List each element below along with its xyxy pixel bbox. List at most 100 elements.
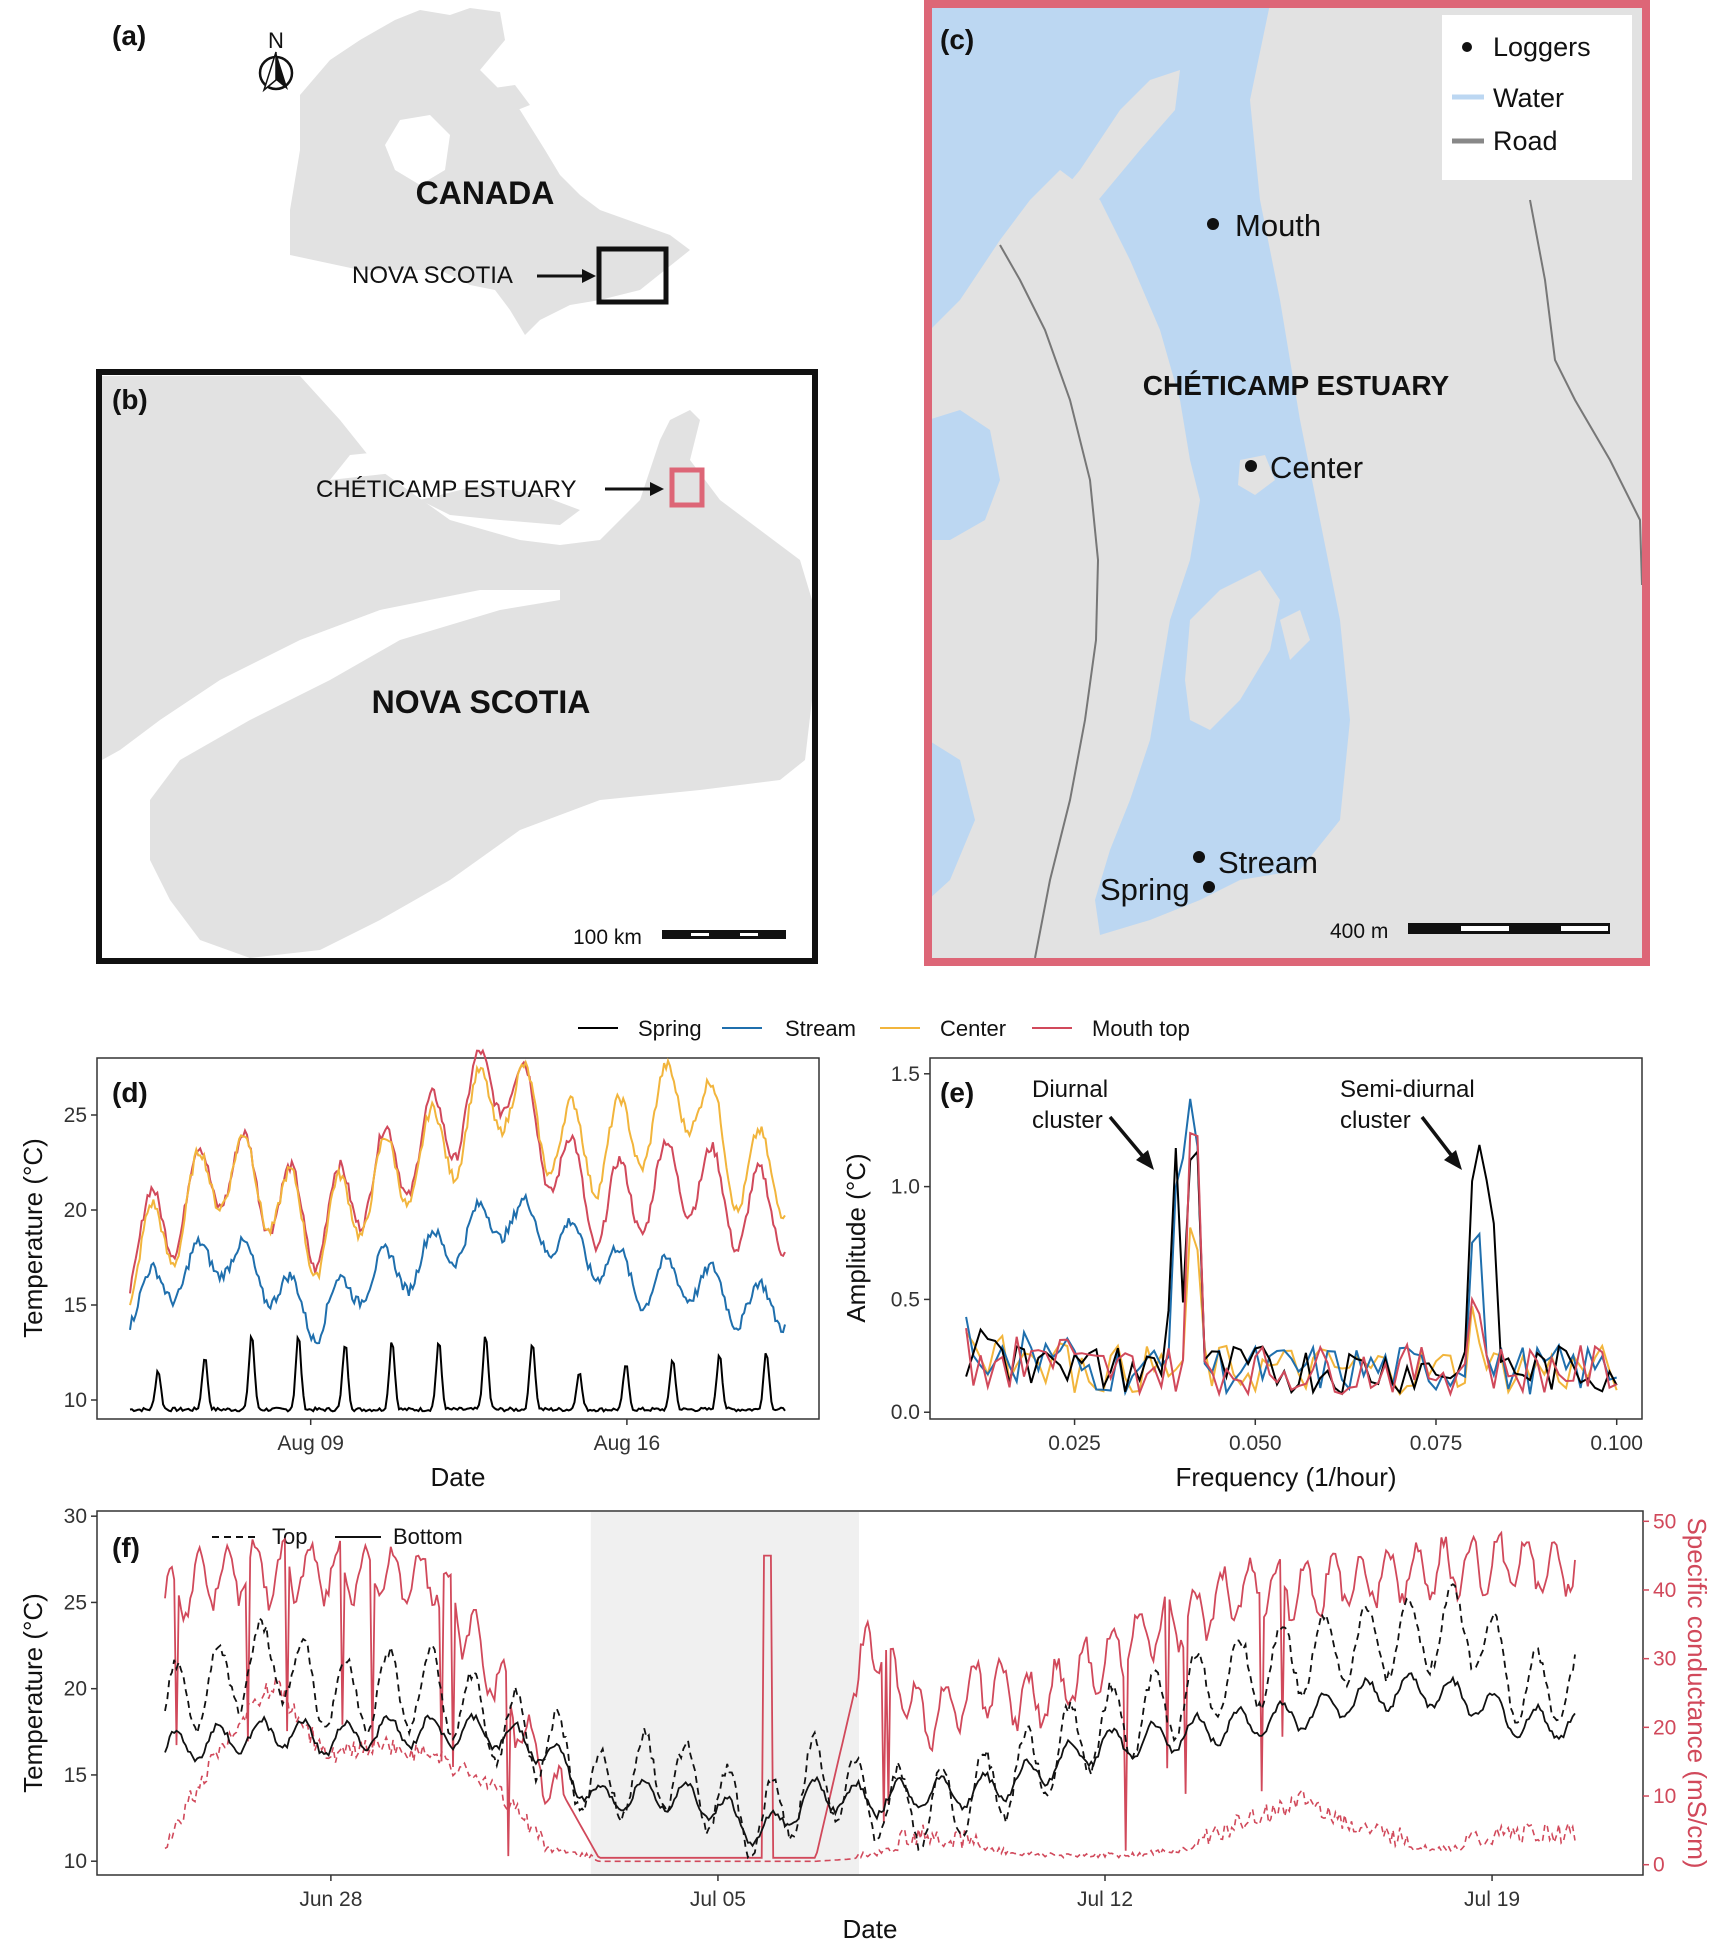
spectrum-line-center [965,1227,1618,1396]
x-tick-label: Aug 16 [594,1432,661,1455]
panel-d-label: (d) [112,1077,148,1108]
y-tick-label: 0.5 [891,1288,920,1311]
island-center [1185,570,1280,730]
panel-d-y-ticks: 10 15 20 25 [64,1104,97,1412]
road-east [1529,199,1643,586]
legend-road: Road [1493,126,1558,156]
shared-legend: Spring Stream Center Mouth top [578,1016,1190,1041]
site-label-mouth: Mouth [1235,208,1321,243]
series-line-bottom-temperature [164,1672,1576,1848]
y-tick-label: 0.0 [891,1401,920,1424]
shaded-period [590,1512,859,1874]
panel-f-label: (f) [112,1532,140,1563]
road-west [999,244,1100,959]
canada-landmass [290,8,690,335]
canada-label: CANADA [416,175,555,211]
cheticamp-callout: CHÉTICAMP ESTUARY [316,476,577,503]
panel-a-label: (a) [112,20,146,51]
arrow-head-icon-diurnal [1136,1150,1154,1170]
x-tick-label: Jul 05 [690,1888,746,1911]
site-marker-mouth [1207,218,1219,230]
series-line-center [129,1057,786,1306]
north-arrow-icon [258,51,294,93]
arrow-head-icon [582,269,596,283]
series-line-top-temperature [164,1583,1576,1860]
series-line-top-conductance [164,1678,1576,1863]
panel-f-y2label: Specific conductance (mS/cm) [1682,1517,1712,1868]
x-tick-label: 0.100 [1590,1432,1643,1455]
y-tick-label: 25 [64,1104,87,1127]
y-tick-label: 1.0 [891,1176,920,1199]
panel-e-x-ticks: 0.025 0.050 0.075 0.100 [1048,1419,1643,1455]
y2-tick-label: 40 [1653,1579,1676,1602]
y2-tick-label: 30 [1653,1648,1676,1671]
panel-c-label: (c) [940,24,974,55]
annotation-diurnal-line1: Diurnal [1032,1076,1108,1103]
sand-spit [990,70,1180,290]
x-tick-label: 0.075 [1410,1432,1463,1455]
x-tick-label: Jul 12 [1077,1888,1133,1911]
legend-mouth-top: Mouth top [1092,1016,1190,1041]
site-label-center: Center [1270,450,1363,485]
arrow-head-icon-semidiurnal [1444,1150,1462,1170]
logger-marker-icon [1462,42,1472,52]
panel-d-frame [96,1057,820,1420]
panel-d-chart: (d) 10 15 20 25 Aug 09 Aug 16 Date Temperatu… [18,1048,820,1492]
y-tick-label: 20 [64,1199,87,1222]
site-marker-spring [1203,881,1215,893]
panel-d-x-ticks: Aug 09 Aug 16 [277,1419,660,1455]
panel-b-map: (b) CHÉTICAMP ESTUARY NOVA SCOTIA 100 km [96,369,818,964]
legend-stream: Stream [785,1016,856,1041]
nova-scotia-callout: NOVA SCOTIA [352,262,513,289]
hudson-bay [385,115,450,185]
x-tick-label: Jun 28 [299,1888,362,1911]
annotation-arrow-semidiurnal [1420,1115,1457,1162]
legend-bottom: Bottom [393,1524,463,1549]
legend-loggers: Loggers [1493,32,1591,62]
panel-b-label: (b) [112,384,148,415]
legend-water: Water [1493,83,1564,113]
panel-c-frame [924,0,1650,966]
site-label-spring: Spring [1100,872,1190,907]
panel-f-chart: (f) Top Bottom 10 15 20 25 30 0 10 20 30 40 50 Ju… [18,1505,1712,1944]
panel-f-y2-ticks: 0 10 20 30 40 50 [1643,1510,1676,1877]
arctic-islands [430,30,530,115]
panel-e-y-ticks: 0.0 0.5 1.0 1.5 [891,1063,930,1424]
y-tick-label: 30 [64,1505,87,1528]
panel-e-label: (e) [940,1077,974,1108]
x-tick-label: Aug 09 [277,1432,344,1455]
spectrum-line-spring [965,1098,1617,1397]
panel-a-map: (a) N CANADA NOVA SCOTIA [112,8,690,335]
panel-f-series [164,1530,1576,1863]
annotation-semidiurnal-line1: Semi-diurnal [1340,1076,1475,1103]
nova-scotia-landmass [102,376,812,958]
panel-f-y-ticks: 10 15 20 25 30 [64,1505,97,1873]
panel-d-xlabel: Date [431,1462,486,1492]
panel-e-ylabel: Amplitude (°C) [841,1153,871,1322]
panel-f-x-ticks: Jun 28 Jul 05 Jul 12 Jul 19 [299,1875,1520,1911]
scale-label-b: 100 km [573,926,642,949]
panel-f-ylabel: Temperature (°C) [18,1593,48,1793]
y2-tick-label: 10 [1653,1785,1676,1808]
annotation-diurnal-line2: cluster [1032,1107,1103,1134]
series-line-stream [129,1192,786,1345]
y2-tick-label: 0 [1653,1854,1665,1877]
scale-label-c: 400 m [1330,920,1388,943]
panel-e-series [965,1098,1618,1398]
north-label: N [268,28,284,53]
panel-f-xlabel: Date [843,1914,898,1944]
y2-tick-label: 50 [1653,1510,1676,1533]
island-small [1238,455,1310,660]
panel-d-ylabel: Temperature (°C) [18,1138,48,1338]
y-tick-label: 20 [64,1678,87,1701]
cheticamp-box [669,467,705,508]
pei-island [420,485,580,525]
y-tick-label: 10 [64,1850,87,1873]
legend-spring: Spring [638,1016,702,1041]
x-tick-label: 0.025 [1048,1432,1101,1455]
map-legend: Loggers Water Road [1442,15,1632,180]
y2-tick-label: 20 [1653,1716,1676,1739]
nova-scotia-label: NOVA SCOTIA [372,684,591,720]
panel-e-xlabel: Frequency (1/hour) [1175,1462,1396,1492]
